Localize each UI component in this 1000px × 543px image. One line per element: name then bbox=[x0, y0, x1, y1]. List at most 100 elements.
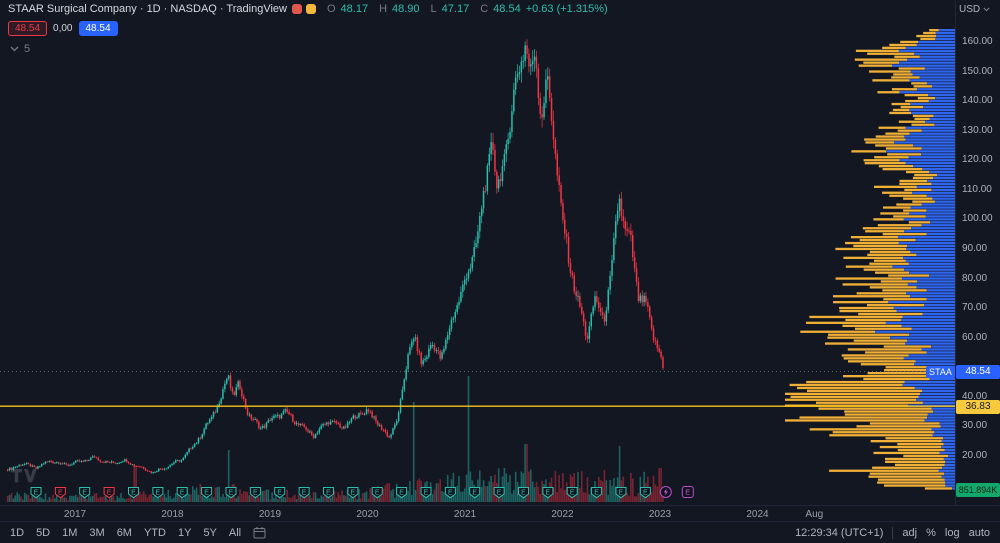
earnings-icon[interactable]: E bbox=[298, 487, 310, 499]
currency-selector[interactable]: USD bbox=[959, 4, 990, 15]
range-1y[interactable]: 1Y bbox=[177, 526, 192, 539]
range-6m[interactable]: 6M bbox=[116, 526, 132, 539]
earnings-icon[interactable]: E bbox=[54, 487, 66, 499]
bottom-toolbar: 1D 5D 1M 3M 6M YTD 1Y 5Y All 12:29:34 (UTC+1) ad… bbox=[0, 521, 1000, 543]
earnings-icon[interactable]: E bbox=[591, 487, 603, 499]
scale-mode-percent[interactable]: % bbox=[926, 526, 936, 539]
scale-mode-auto[interactable]: auto bbox=[968, 526, 990, 539]
sell-button[interactable]: 48.54 bbox=[8, 21, 48, 36]
svg-text:E: E bbox=[521, 490, 526, 497]
price-axis-label: 110.00 bbox=[962, 183, 992, 195]
open-label: O bbox=[326, 3, 336, 15]
earnings-icon[interactable]: E bbox=[225, 487, 237, 499]
range-3m[interactable]: 3M bbox=[89, 526, 105, 539]
price-axis[interactable]: 160.00 150.00 140.00 130.00 120.00 110.00 100.… bbox=[955, 0, 1000, 505]
time-axis-label[interactable]: 2022 bbox=[551, 509, 574, 520]
last-price-tag: 48.54 bbox=[956, 364, 1000, 379]
svg-text:E: E bbox=[497, 490, 502, 497]
price-axis-label: 150.00 bbox=[962, 65, 993, 77]
earnings-icon[interactable]: E bbox=[79, 487, 91, 499]
price-axis-label: 160.00 bbox=[962, 36, 993, 47]
time-axis-label[interactable]: 2024 bbox=[746, 509, 769, 520]
earnings-icon[interactable]: E bbox=[103, 487, 115, 499]
time-axis-label[interactable]: 2020 bbox=[356, 509, 379, 520]
earnings-icon[interactable]: E bbox=[371, 487, 383, 499]
high-value: 48.90 bbox=[392, 3, 420, 15]
earnings-icon[interactable]: E bbox=[30, 487, 42, 499]
earnings-icon[interactable]: E bbox=[469, 487, 481, 499]
range-1m[interactable]: 1M bbox=[62, 526, 78, 539]
svg-text:E: E bbox=[156, 490, 161, 497]
price-axis-label: 40.00 bbox=[962, 390, 988, 402]
range-5d[interactable]: 5D bbox=[36, 526, 51, 539]
svg-text:E: E bbox=[643, 490, 648, 497]
range-selector: 1D 5D 1M 3M 6M YTD 1Y 5Y All bbox=[10, 527, 241, 539]
time-axis-label[interactable]: 2018 bbox=[161, 509, 184, 520]
scale-mode-adj[interactable]: adj bbox=[902, 526, 918, 539]
svg-text:E: E bbox=[472, 490, 477, 497]
svg-text:E: E bbox=[277, 490, 282, 497]
earnings-icon[interactable]: E bbox=[396, 487, 408, 499]
chevron-down-icon bbox=[10, 46, 19, 52]
svg-text:E: E bbox=[594, 490, 599, 497]
go-to-date-icon[interactable] bbox=[253, 526, 266, 539]
svg-text:E: E bbox=[399, 490, 404, 497]
chevron-down-icon bbox=[983, 7, 990, 12]
volume-tag: 851.894K bbox=[956, 483, 1000, 497]
svg-text:E: E bbox=[180, 490, 185, 497]
close-label: C bbox=[480, 3, 489, 15]
time-axis[interactable]: 2017 2018 2019 2020 2021 2022 2023 2024 Aug bbox=[0, 505, 1000, 522]
earnings-icon[interactable]: E bbox=[347, 487, 359, 499]
price-axis-label: 20.00 bbox=[962, 449, 988, 461]
range-5y[interactable]: 5Y bbox=[203, 526, 217, 539]
earnings-icon[interactable]: E bbox=[444, 487, 456, 499]
earnings-icon[interactable]: E bbox=[176, 487, 188, 499]
svg-text:E: E bbox=[351, 490, 356, 497]
spread-value: 0,00 bbox=[53, 23, 73, 34]
svg-text:E: E bbox=[131, 490, 136, 497]
range-1d[interactable]: 1D bbox=[10, 526, 25, 539]
time-axis-label[interactable]: Aug bbox=[805, 509, 824, 520]
clock[interactable]: 12:29:34 (UTC+1) bbox=[795, 526, 884, 539]
price-axis-label: 120.00 bbox=[962, 154, 993, 166]
symbol-title[interactable]: STAAR Surgical Company · 1D · NASDAQ · T… bbox=[8, 3, 287, 15]
earnings-icon[interactable]: E bbox=[249, 487, 261, 499]
estimate-icon[interactable]: E bbox=[681, 486, 694, 498]
earnings-icon[interactable]: E bbox=[493, 487, 505, 499]
earnings-icon[interactable]: E bbox=[323, 487, 334, 499]
earnings-icon[interactable]: E bbox=[201, 487, 213, 499]
earnings-icon[interactable]: E bbox=[128, 487, 139, 499]
scale-mode-log[interactable]: log bbox=[944, 526, 960, 539]
svg-text:E: E bbox=[204, 490, 209, 497]
earnings-icon[interactable]: E bbox=[420, 487, 432, 499]
price-axis-label: 60.00 bbox=[962, 331, 988, 343]
indicator-legend[interactable]: 5 bbox=[10, 43, 30, 55]
buy-button[interactable]: 48.54 bbox=[78, 21, 118, 36]
price-axis-label: 70.00 bbox=[962, 302, 988, 314]
time-axis-label[interactable]: 2023 bbox=[648, 509, 672, 520]
svg-text:E: E bbox=[546, 490, 551, 497]
svg-text:E: E bbox=[34, 490, 39, 497]
time-axis-label[interactable]: 2019 bbox=[258, 509, 282, 520]
scale-modes: adj% log auto bbox=[902, 527, 990, 539]
low-label: L bbox=[430, 3, 437, 15]
range-all[interactable]: All bbox=[228, 526, 242, 539]
time-axis-label[interactable]: 2021 bbox=[453, 509, 477, 520]
earnings-icon[interactable]: E bbox=[615, 487, 627, 499]
earnings-icon[interactable]: E bbox=[639, 487, 651, 499]
price-axis-label: 130.00 bbox=[962, 124, 993, 136]
close-value: 48.54 bbox=[493, 3, 521, 15]
toolbar-divider bbox=[892, 526, 894, 539]
flash-icon[interactable] bbox=[659, 486, 672, 498]
earnings-icon[interactable]: E bbox=[518, 487, 529, 499]
svg-text:E: E bbox=[424, 490, 429, 497]
range-ytd[interactable]: YTD bbox=[143, 526, 166, 539]
earnings-icon[interactable]: E bbox=[566, 487, 578, 499]
svg-text:E: E bbox=[619, 490, 624, 497]
time-axis-label[interactable]: 2017 bbox=[63, 509, 87, 520]
earnings-icon[interactable]: E bbox=[274, 487, 286, 499]
earnings-icon[interactable]: E bbox=[542, 487, 554, 499]
open-value: 48.17 bbox=[340, 3, 369, 15]
earnings-icon[interactable]: E bbox=[152, 487, 164, 499]
